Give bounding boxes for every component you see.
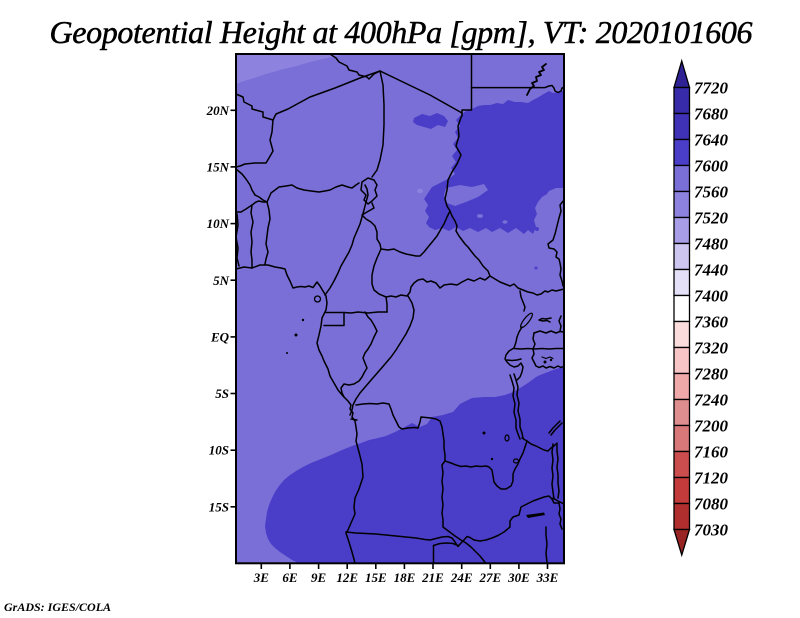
svg-text:6E: 6E	[282, 570, 298, 585]
svg-text:7320: 7320	[694, 338, 729, 357]
svg-text:33E: 33E	[536, 570, 559, 585]
svg-text:27E: 27E	[478, 570, 501, 585]
svg-text:7160: 7160	[694, 442, 729, 461]
svg-text:24E: 24E	[450, 570, 473, 585]
svg-text:7280: 7280	[694, 364, 729, 383]
svg-text:15E: 15E	[365, 570, 387, 585]
svg-text:7640: 7640	[694, 130, 729, 149]
svg-text:7200: 7200	[694, 416, 729, 435]
svg-text:7520: 7520	[694, 208, 729, 227]
svg-text:7600: 7600	[694, 156, 729, 175]
svg-text:30E: 30E	[507, 570, 530, 585]
svg-text:5S: 5S	[215, 386, 229, 401]
svg-text:20N: 20N	[206, 103, 230, 118]
svg-text:18E: 18E	[394, 570, 416, 585]
svg-text:EQ: EQ	[210, 329, 230, 344]
svg-text:7080: 7080	[694, 494, 729, 513]
svg-text:7560: 7560	[694, 182, 729, 201]
svg-text:10N: 10N	[207, 216, 230, 231]
svg-text:10S: 10S	[209, 443, 229, 458]
svg-text:9E: 9E	[311, 570, 327, 585]
svg-text:15S: 15S	[209, 499, 229, 514]
svg-text:12E: 12E	[336, 570, 358, 585]
svg-text:7360: 7360	[694, 312, 729, 331]
svg-text:7400: 7400	[694, 286, 729, 305]
svg-text:GrADS: IGES/COLA: GrADS: IGES/COLA	[4, 600, 111, 614]
svg-text:7440: 7440	[694, 260, 729, 279]
svg-text:7120: 7120	[694, 468, 729, 487]
svg-text:7240: 7240	[694, 390, 729, 409]
svg-text:5N: 5N	[213, 273, 230, 288]
svg-text:7680: 7680	[694, 104, 729, 123]
svg-text:Geopotential Height at 400hPa: Geopotential Height at 400hPa [gpm], VT:…	[50, 14, 753, 50]
svg-text:15N: 15N	[207, 159, 230, 174]
svg-text:7720: 7720	[694, 78, 729, 97]
svg-text:7030: 7030	[694, 520, 729, 539]
svg-text:3E: 3E	[253, 570, 270, 585]
svg-text:7480: 7480	[694, 234, 729, 253]
svg-text:21E: 21E	[421, 570, 444, 585]
